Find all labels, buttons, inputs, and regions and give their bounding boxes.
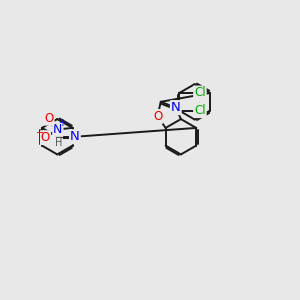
Text: Cl: Cl (194, 86, 206, 100)
Text: Cl: Cl (194, 104, 206, 117)
Text: N: N (70, 130, 80, 143)
Text: N: N (53, 123, 62, 136)
Text: N: N (171, 101, 181, 114)
Text: O: O (44, 112, 54, 125)
Text: −: − (36, 128, 44, 138)
Text: O: O (153, 110, 162, 123)
Text: O: O (41, 131, 50, 144)
Text: +: + (58, 118, 66, 128)
Text: H: H (55, 138, 62, 148)
